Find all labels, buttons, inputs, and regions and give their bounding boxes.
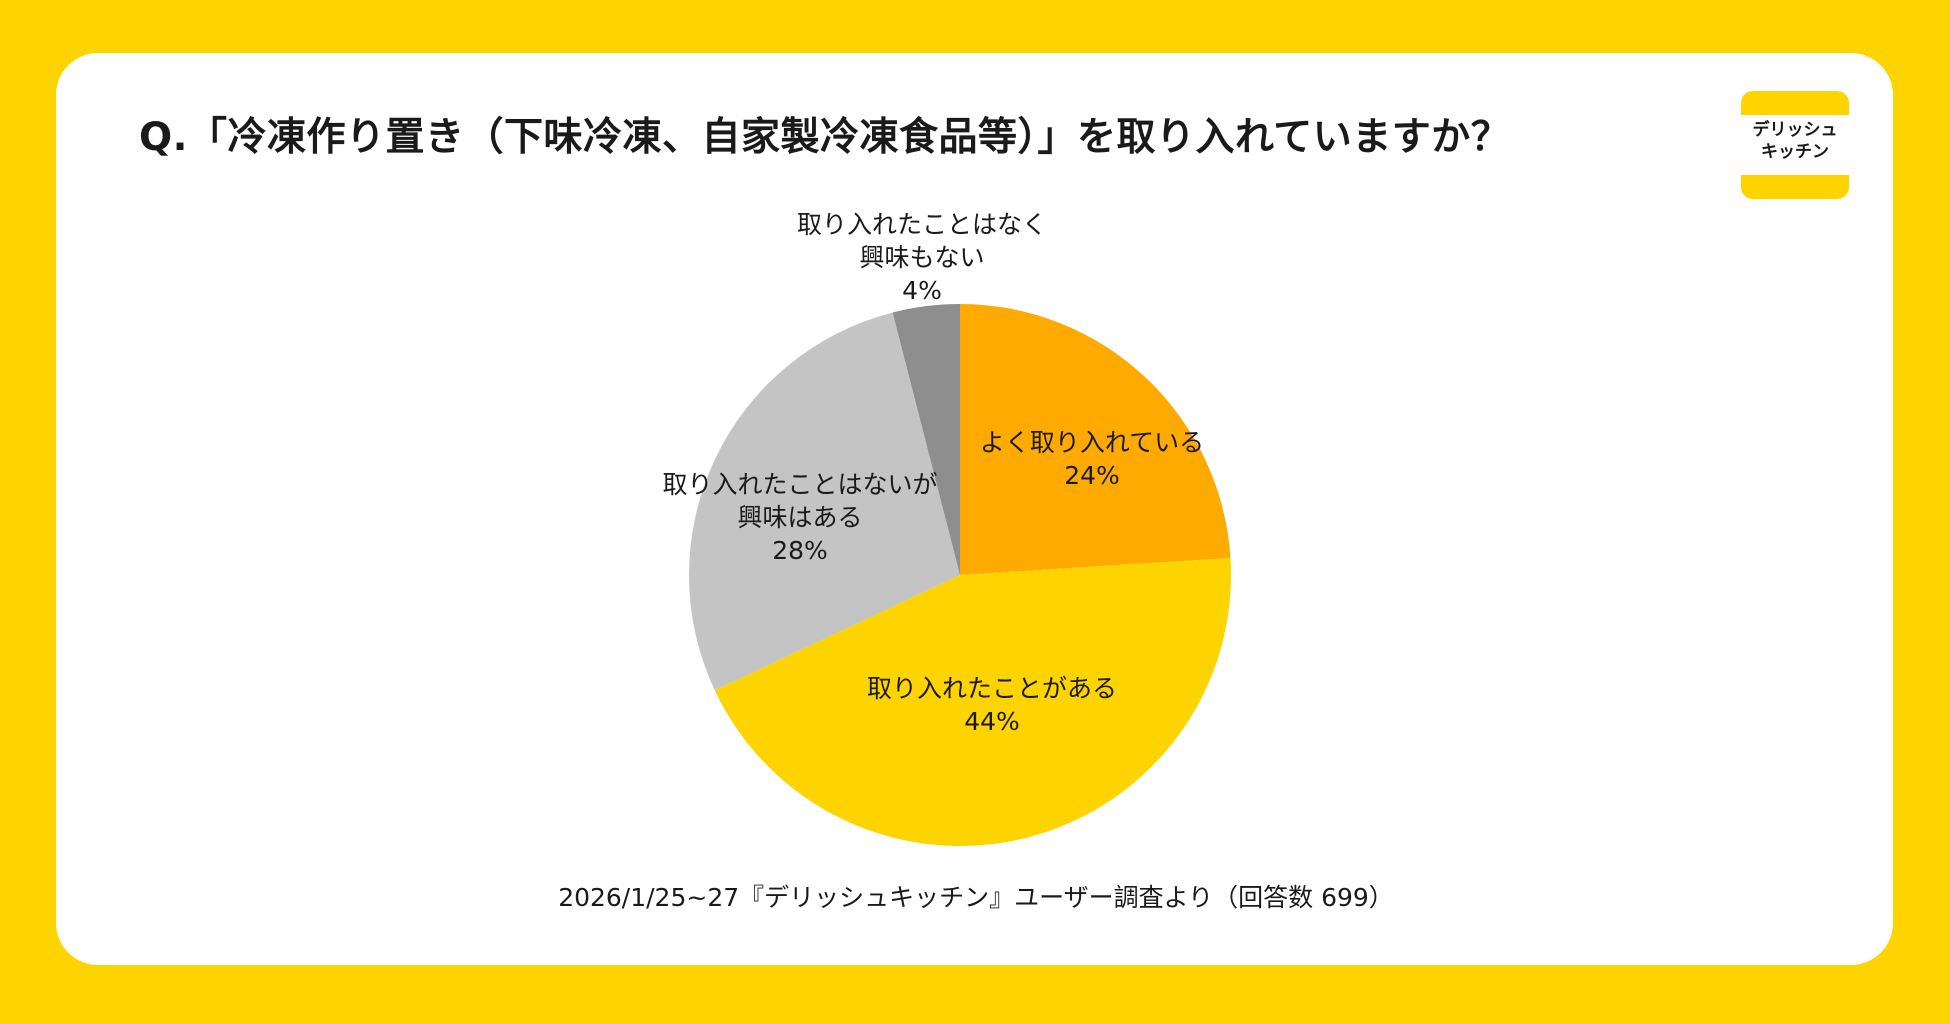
pie-slice-3 <box>892 304 960 575</box>
pie-slice-2 <box>688 312 960 691</box>
chart-title: Q.「冷凍作り置き（下味冷凍、自家製冷凍食品等）」を取り入れていますか？ <box>139 115 1511 160</box>
slice-label-often: よく取り入れている 24% <box>979 428 1205 490</box>
slice-label-not-interested: 取り入れたことはなく 興味もない 4% <box>796 210 1048 305</box>
logo-bar-bottom <box>1741 175 1849 199</box>
brand-logo: デリッシュ キッチン <box>1741 91 1849 199</box>
pie-slice-0 <box>960 304 1231 575</box>
logo-text: デリッシュ キッチン <box>1752 120 1838 162</box>
pie-slice-1 <box>714 557 1231 846</box>
slice-label-interested: 取り入れたことはないが 興味はある 28% <box>662 470 938 565</box>
source-note: 2026/1/25~27『デリッシュキッチン』ユーザー調査より（回答数 699） <box>558 883 1394 912</box>
logo-bar-top <box>1741 91 1849 115</box>
slice-label-tried: 取り入れたことがある 44% <box>866 674 1118 736</box>
